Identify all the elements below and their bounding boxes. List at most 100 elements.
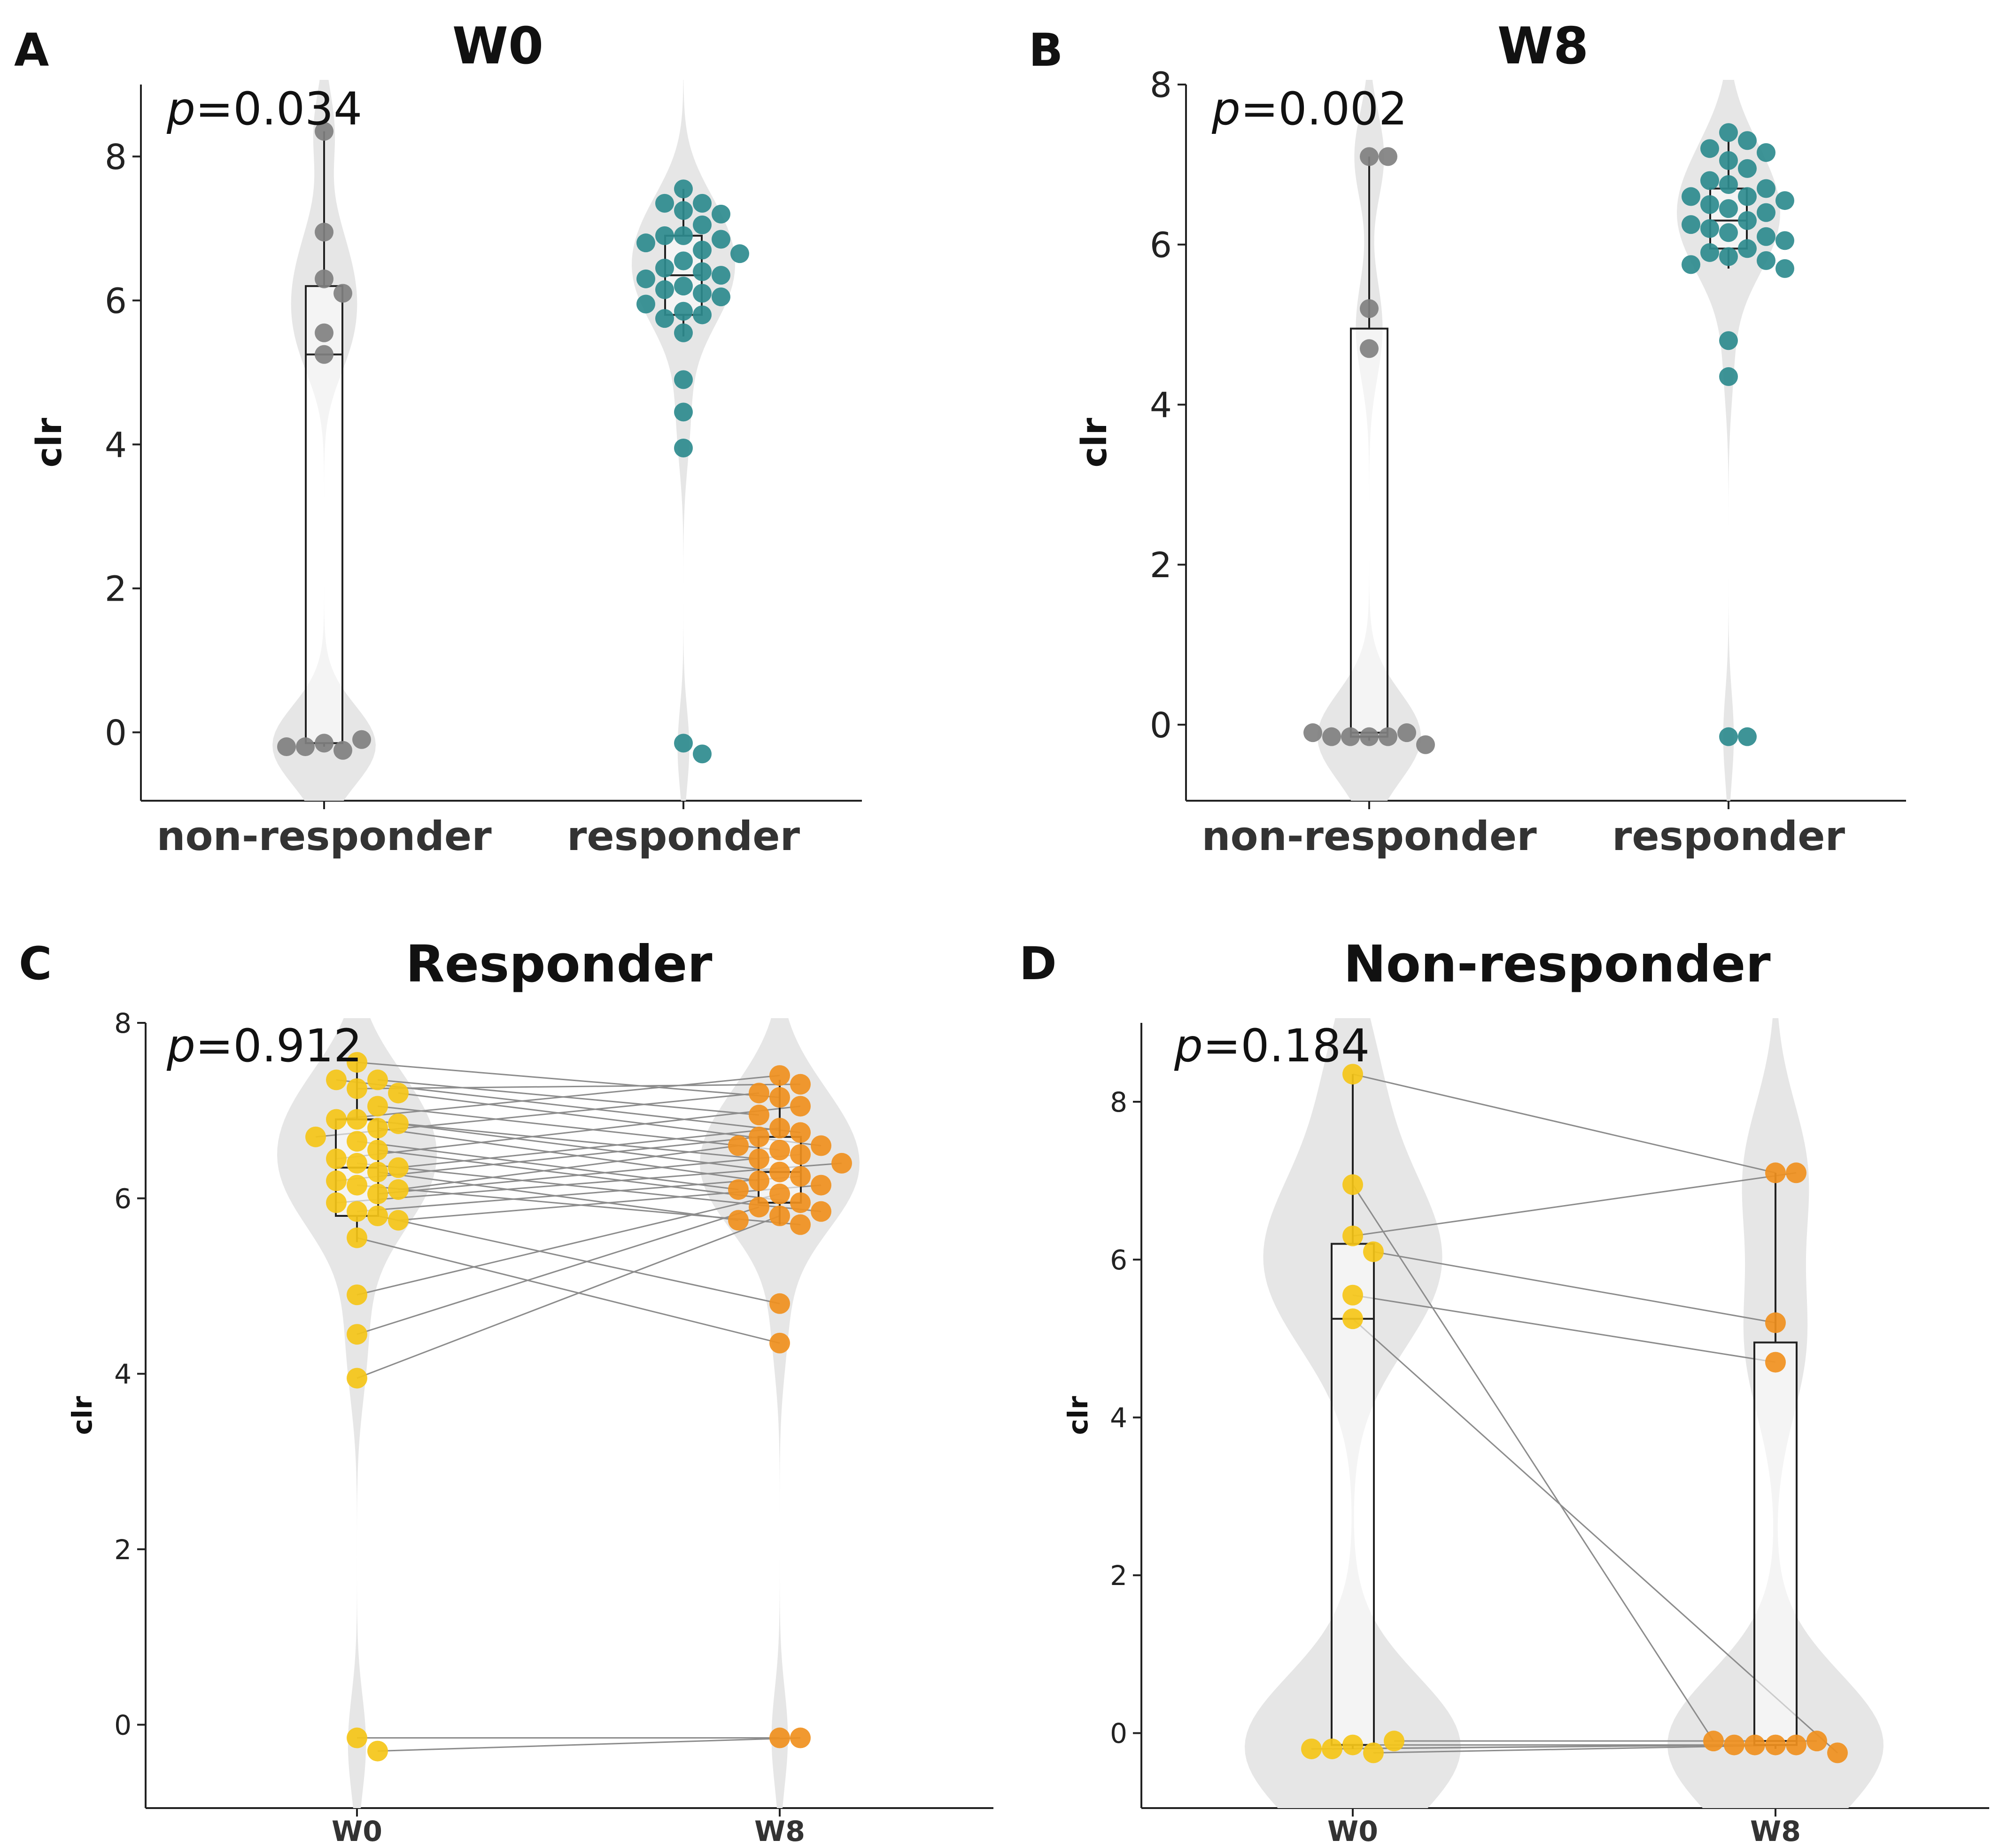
violin-responder	[632, 80, 735, 801]
chart-title: W0	[452, 17, 543, 76]
data-point	[326, 1109, 347, 1130]
data-point	[1765, 1162, 1786, 1183]
data-point	[769, 1161, 790, 1183]
data-point	[333, 284, 352, 303]
data-point	[790, 1166, 811, 1187]
data-point	[636, 269, 655, 288]
data-point	[1682, 187, 1700, 206]
data-point	[1744, 1734, 1765, 1755]
data-point	[728, 1179, 749, 1200]
data-point	[1700, 139, 1719, 158]
data-point	[1301, 1738, 1322, 1759]
y-tick-label: 0	[114, 1709, 132, 1741]
pair-line	[1352, 1294, 1776, 1363]
p-value-text: =0.034	[195, 83, 362, 135]
panel-b: B W8 0 2 4 6 8 clr non-responder responder p=0.002	[1029, 17, 1906, 860]
pair-line	[1352, 1172, 1797, 1237]
data-point	[769, 1205, 790, 1226]
data-point	[674, 370, 693, 389]
data-point	[347, 1131, 367, 1152]
y-axis-label: clr	[1074, 418, 1115, 467]
data-point	[1806, 1731, 1827, 1752]
data-point	[1342, 1225, 1363, 1246]
pair-line	[1352, 1184, 1714, 1741]
data-point	[693, 262, 712, 281]
data-point	[1360, 147, 1379, 166]
data-point	[367, 1740, 388, 1762]
data-point	[1719, 175, 1738, 194]
data-point	[1757, 227, 1775, 246]
data-point	[388, 1157, 409, 1178]
data-point	[1682, 215, 1700, 234]
data-point	[712, 266, 730, 285]
data-point	[367, 1205, 388, 1226]
y-axis-label: clr	[66, 1396, 98, 1435]
data-point	[1765, 1312, 1786, 1333]
data-point	[367, 1139, 388, 1160]
panel-a: A W0 0 2 4 6 8 clr non-responder responder p=0.034	[14, 17, 862, 860]
data-point	[655, 309, 674, 328]
y-tick-label: 4	[1110, 1402, 1127, 1434]
data-point	[1719, 123, 1738, 142]
data-point	[347, 1052, 367, 1073]
data-point	[1700, 195, 1719, 214]
data-point	[769, 1293, 790, 1314]
data-point	[1757, 179, 1775, 198]
data-point	[367, 1069, 388, 1090]
data-point	[315, 345, 333, 364]
data-point	[1416, 735, 1435, 754]
data-point	[674, 179, 693, 199]
data-point	[655, 258, 674, 278]
data-point	[315, 269, 333, 288]
data-point	[347, 1109, 367, 1130]
pair-line	[377, 1153, 801, 1195]
data-point	[749, 1197, 769, 1218]
data-point	[769, 1065, 790, 1086]
pair-line	[1352, 1073, 1776, 1174]
violin-responder	[1677, 80, 1780, 801]
data-point	[347, 1324, 367, 1345]
pair-line	[357, 1175, 801, 1213]
data-point	[326, 1170, 347, 1191]
data-point	[1342, 1284, 1363, 1306]
data-point	[1342, 1064, 1363, 1085]
data-point	[790, 1122, 811, 1143]
y-tick-label: 6	[1110, 1244, 1127, 1276]
pair-line	[357, 1237, 780, 1344]
data-point	[1700, 219, 1719, 238]
data-point	[1342, 1308, 1363, 1330]
data-point	[1682, 255, 1700, 274]
data-point	[1322, 1738, 1342, 1759]
data-point	[1719, 223, 1738, 242]
data-point	[674, 323, 693, 342]
y-axis-label: clr	[29, 418, 70, 467]
data-point	[1738, 131, 1757, 150]
p-value-text: =0.184	[1203, 1020, 1370, 1072]
data-point	[693, 744, 712, 764]
data-point	[769, 1332, 790, 1353]
chart-title: W8	[1497, 17, 1589, 76]
data-point	[347, 1152, 367, 1174]
y-tick-label: 6	[1150, 225, 1172, 265]
data-point	[1775, 191, 1794, 210]
data-point	[326, 1148, 347, 1169]
pair-line	[357, 1206, 760, 1335]
pair-line	[1373, 1251, 1776, 1324]
data-point	[693, 305, 712, 325]
y-tick-label: 0	[1110, 1717, 1127, 1749]
pair-lines	[315, 1061, 842, 1752]
y-tick-label: 2	[1110, 1560, 1127, 1592]
y-tick-label: 0	[105, 713, 127, 753]
data-point	[388, 1210, 409, 1231]
data-point	[1719, 151, 1738, 170]
data-point	[367, 1183, 388, 1205]
x-tick-label: responder	[1612, 813, 1845, 860]
data-point	[811, 1175, 831, 1196]
data-point	[636, 233, 655, 253]
pair-line	[357, 1083, 801, 1090]
data-point	[315, 223, 333, 242]
data-point	[749, 1148, 769, 1169]
points-non-responder	[277, 122, 371, 760]
p-value-text: =0.912	[195, 1020, 362, 1072]
data-point	[1700, 243, 1719, 262]
